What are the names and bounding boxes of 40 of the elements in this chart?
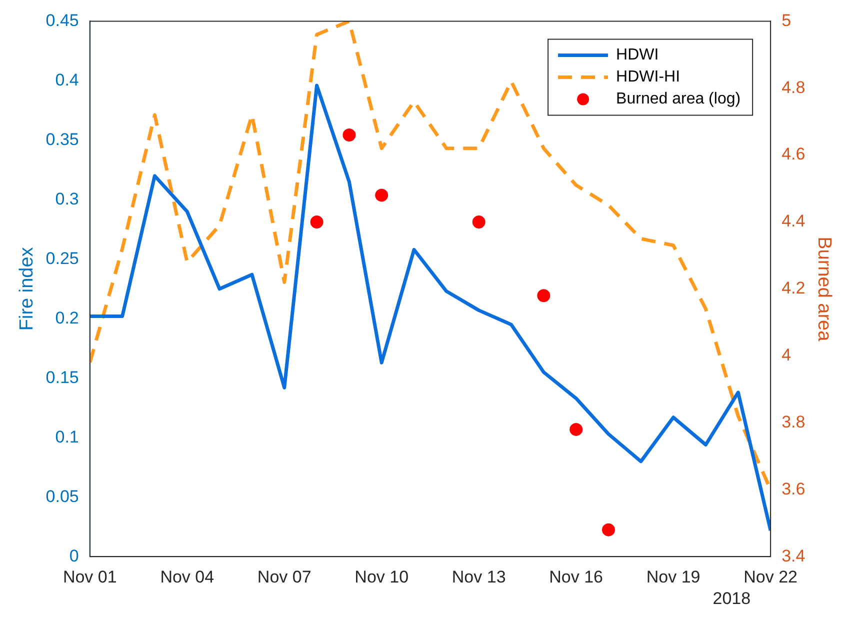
y-tick-label: 0.4 [55,70,79,90]
y-tick-label: 0 [69,546,79,566]
legend-label: HDWI-HI [616,68,680,86]
y-tick-label: 0.25 [46,248,79,268]
x-tick-label: Nov 13 [452,567,506,586]
point [537,289,550,302]
y2-tick-label: 3.4 [782,546,806,566]
y2-tick-label: 4 [782,346,792,365]
text: 2018 [712,588,751,608]
y-tick-label: 0.3 [55,189,79,208]
x-tick-label: Nov 01 [62,567,117,586]
y2-tick-label: 4.4 [782,212,806,231]
x-tick-label: Nov 10 [354,567,409,586]
y-tick-label: 0.05 [46,486,79,506]
y-tick-label: 0.45 [46,10,79,30]
point [310,215,324,228]
x-tick-label: Nov 22 [744,567,798,586]
point [375,188,388,202]
y-tick-label: 0.1 [55,427,79,446]
y-tick-label: 0.35 [46,130,79,149]
y-axis-title: Fire index [16,246,38,331]
y2-tick-label: 4.6 [782,144,806,164]
x-tick-label: Nov 16 [549,567,604,586]
y2-tick-label: 3.8 [782,412,806,432]
point [342,128,356,142]
point [602,523,615,536]
y2-tick-label: 5 [782,10,792,30]
y2-tick-label: 3.6 [782,479,806,498]
x-tick-label: Nov 04 [160,567,214,586]
x-tick-label: Nov 07 [257,567,312,586]
legend-label: Burned area (log) [616,90,741,108]
y-tick-label: 0.2 [55,308,79,328]
legend-label: HDWI [616,46,659,64]
point [472,215,486,228]
y2-tick-label: 4.8 [782,78,806,97]
y2-tick-label: 4.2 [782,278,806,298]
point [570,422,583,436]
y-tick-label: 0.15 [46,368,79,387]
y2-axis-title: Burned area [813,236,834,342]
x-tick-label: Nov 19 [646,567,700,586]
